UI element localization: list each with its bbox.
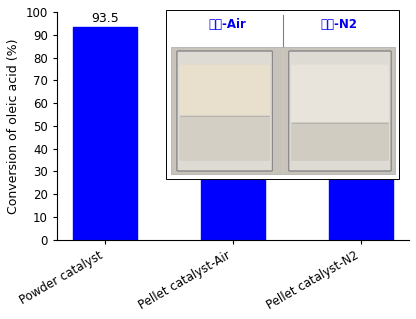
FancyBboxPatch shape	[166, 10, 399, 179]
FancyBboxPatch shape	[289, 51, 391, 171]
Y-axis label: Conversion of oleic acid (%): Conversion of oleic acid (%)	[7, 38, 20, 214]
Text: 42.6: 42.6	[219, 128, 247, 141]
Bar	[329, 164, 393, 240]
Bar	[73, 27, 137, 240]
FancyBboxPatch shape	[179, 115, 270, 161]
FancyBboxPatch shape	[177, 51, 272, 171]
Text: 펜렛-N2: 펜렛-N2	[320, 18, 357, 31]
FancyBboxPatch shape	[291, 64, 389, 124]
Text: 33.3: 33.3	[347, 149, 375, 162]
Text: 펜렛-Air: 펜렛-Air	[208, 18, 246, 31]
Bar	[171, 47, 395, 174]
Text: 93.5: 93.5	[91, 12, 119, 25]
FancyBboxPatch shape	[291, 122, 389, 161]
FancyBboxPatch shape	[179, 64, 270, 117]
Bar	[201, 143, 265, 240]
